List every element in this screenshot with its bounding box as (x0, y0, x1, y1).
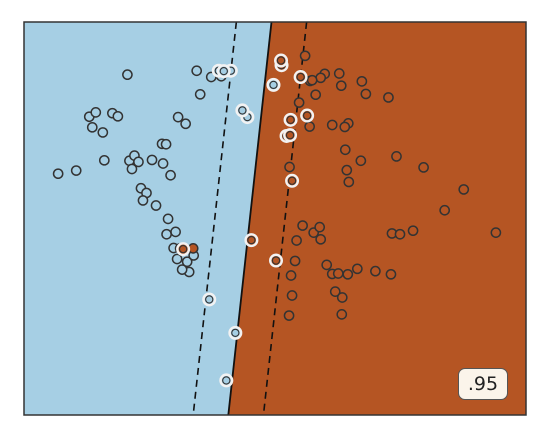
class-b-point (351, 263, 363, 275)
class-a-point (165, 169, 176, 181)
class-a-point (181, 256, 193, 268)
support-vector-inner-ring (296, 72, 305, 82)
support-vector-inner-ring (285, 131, 295, 140)
class-b-point (315, 72, 327, 84)
support-vector-inner-ring (247, 235, 256, 245)
class-a-point (194, 88, 206, 100)
class-b-point (289, 255, 301, 267)
class-a-point (122, 69, 133, 81)
class-a-point (137, 195, 149, 206)
plot-frame (23, 21, 527, 416)
support-vector-inner-ring (287, 176, 297, 185)
margin-line-upper (262, 22, 308, 415)
support-vector-inner-ring (219, 66, 228, 76)
class-b-point (391, 151, 402, 162)
class-b-point (342, 268, 354, 280)
class-a-point (126, 163, 138, 175)
class-b-point (418, 162, 429, 173)
class-a-point (170, 226, 181, 238)
class-b-point (293, 97, 305, 108)
class-b-point (297, 220, 308, 231)
class-a-point (162, 213, 174, 225)
class-b-point (341, 164, 353, 176)
data-points (52, 50, 502, 388)
class-b-point (310, 89, 322, 101)
class-b-point (407, 225, 419, 237)
class-b-point (332, 268, 344, 279)
class-b-point (439, 204, 451, 216)
class-b-point (286, 290, 298, 301)
class-b-point (283, 310, 295, 321)
class-b-point (370, 265, 381, 277)
class-a-point (161, 228, 172, 240)
class-a-point (97, 127, 109, 138)
support-vector-inner-ring (286, 115, 295, 125)
class-a-point (86, 121, 98, 133)
decision-boundary-line (227, 22, 273, 415)
class-a-point (180, 118, 191, 130)
class-b-point (490, 227, 502, 238)
class-a-point (70, 165, 82, 176)
class-a-point (172, 111, 184, 123)
class-a-point (90, 107, 102, 118)
support-vector-inner-ring (302, 111, 312, 120)
class-b-point (335, 80, 347, 92)
class-b-point (306, 74, 318, 86)
class-b-point (333, 68, 345, 79)
class-b-point (356, 75, 368, 87)
class-b-point (355, 155, 367, 167)
class-b-point (383, 92, 394, 103)
support-vector-inner-ring (238, 106, 247, 115)
class-b-point (291, 235, 302, 246)
class-b-point (336, 309, 348, 320)
support-vector-inner-ring (276, 56, 286, 65)
class-a-point (171, 253, 183, 265)
class-b-point (315, 233, 327, 245)
class-a-point (52, 168, 64, 180)
class-a-point (150, 200, 162, 211)
class-b-point (299, 50, 311, 62)
class-b-point (385, 268, 397, 280)
class-b-point (458, 184, 470, 195)
accuracy-score-badge: .95 (458, 368, 508, 400)
class-b-point (321, 259, 333, 271)
class-b-point (326, 119, 338, 131)
class-b-point (329, 286, 341, 297)
class-b-point (284, 161, 295, 173)
support-vector-inner-ring (271, 256, 281, 265)
support-vector-inner-ring (269, 80, 278, 90)
class-b-point (285, 270, 297, 281)
class-b-point (339, 144, 351, 156)
class-a-point (133, 156, 144, 168)
class-b-point (360, 88, 372, 100)
class-b-point (343, 176, 355, 188)
support-vector-inner-ring (222, 376, 231, 385)
class-b-point (304, 121, 315, 132)
class-a-point (146, 154, 158, 166)
class-a-point (112, 110, 124, 122)
class-b-point (394, 228, 406, 240)
support-vector-inner-ring (231, 328, 240, 338)
class-a-point (191, 65, 203, 77)
class-b-point (339, 121, 351, 133)
class-a-point (160, 138, 172, 150)
margin-line-lower (192, 22, 238, 415)
class-a-point (98, 154, 110, 166)
class-b-point (314, 221, 326, 233)
support-vector-inner-ring (178, 245, 188, 254)
class-a-point (157, 158, 169, 169)
accuracy-score-text: .95 (467, 373, 499, 395)
class-b-point (336, 292, 348, 303)
class-a-point (176, 264, 188, 275)
support-vector-inner-ring (205, 295, 214, 304)
